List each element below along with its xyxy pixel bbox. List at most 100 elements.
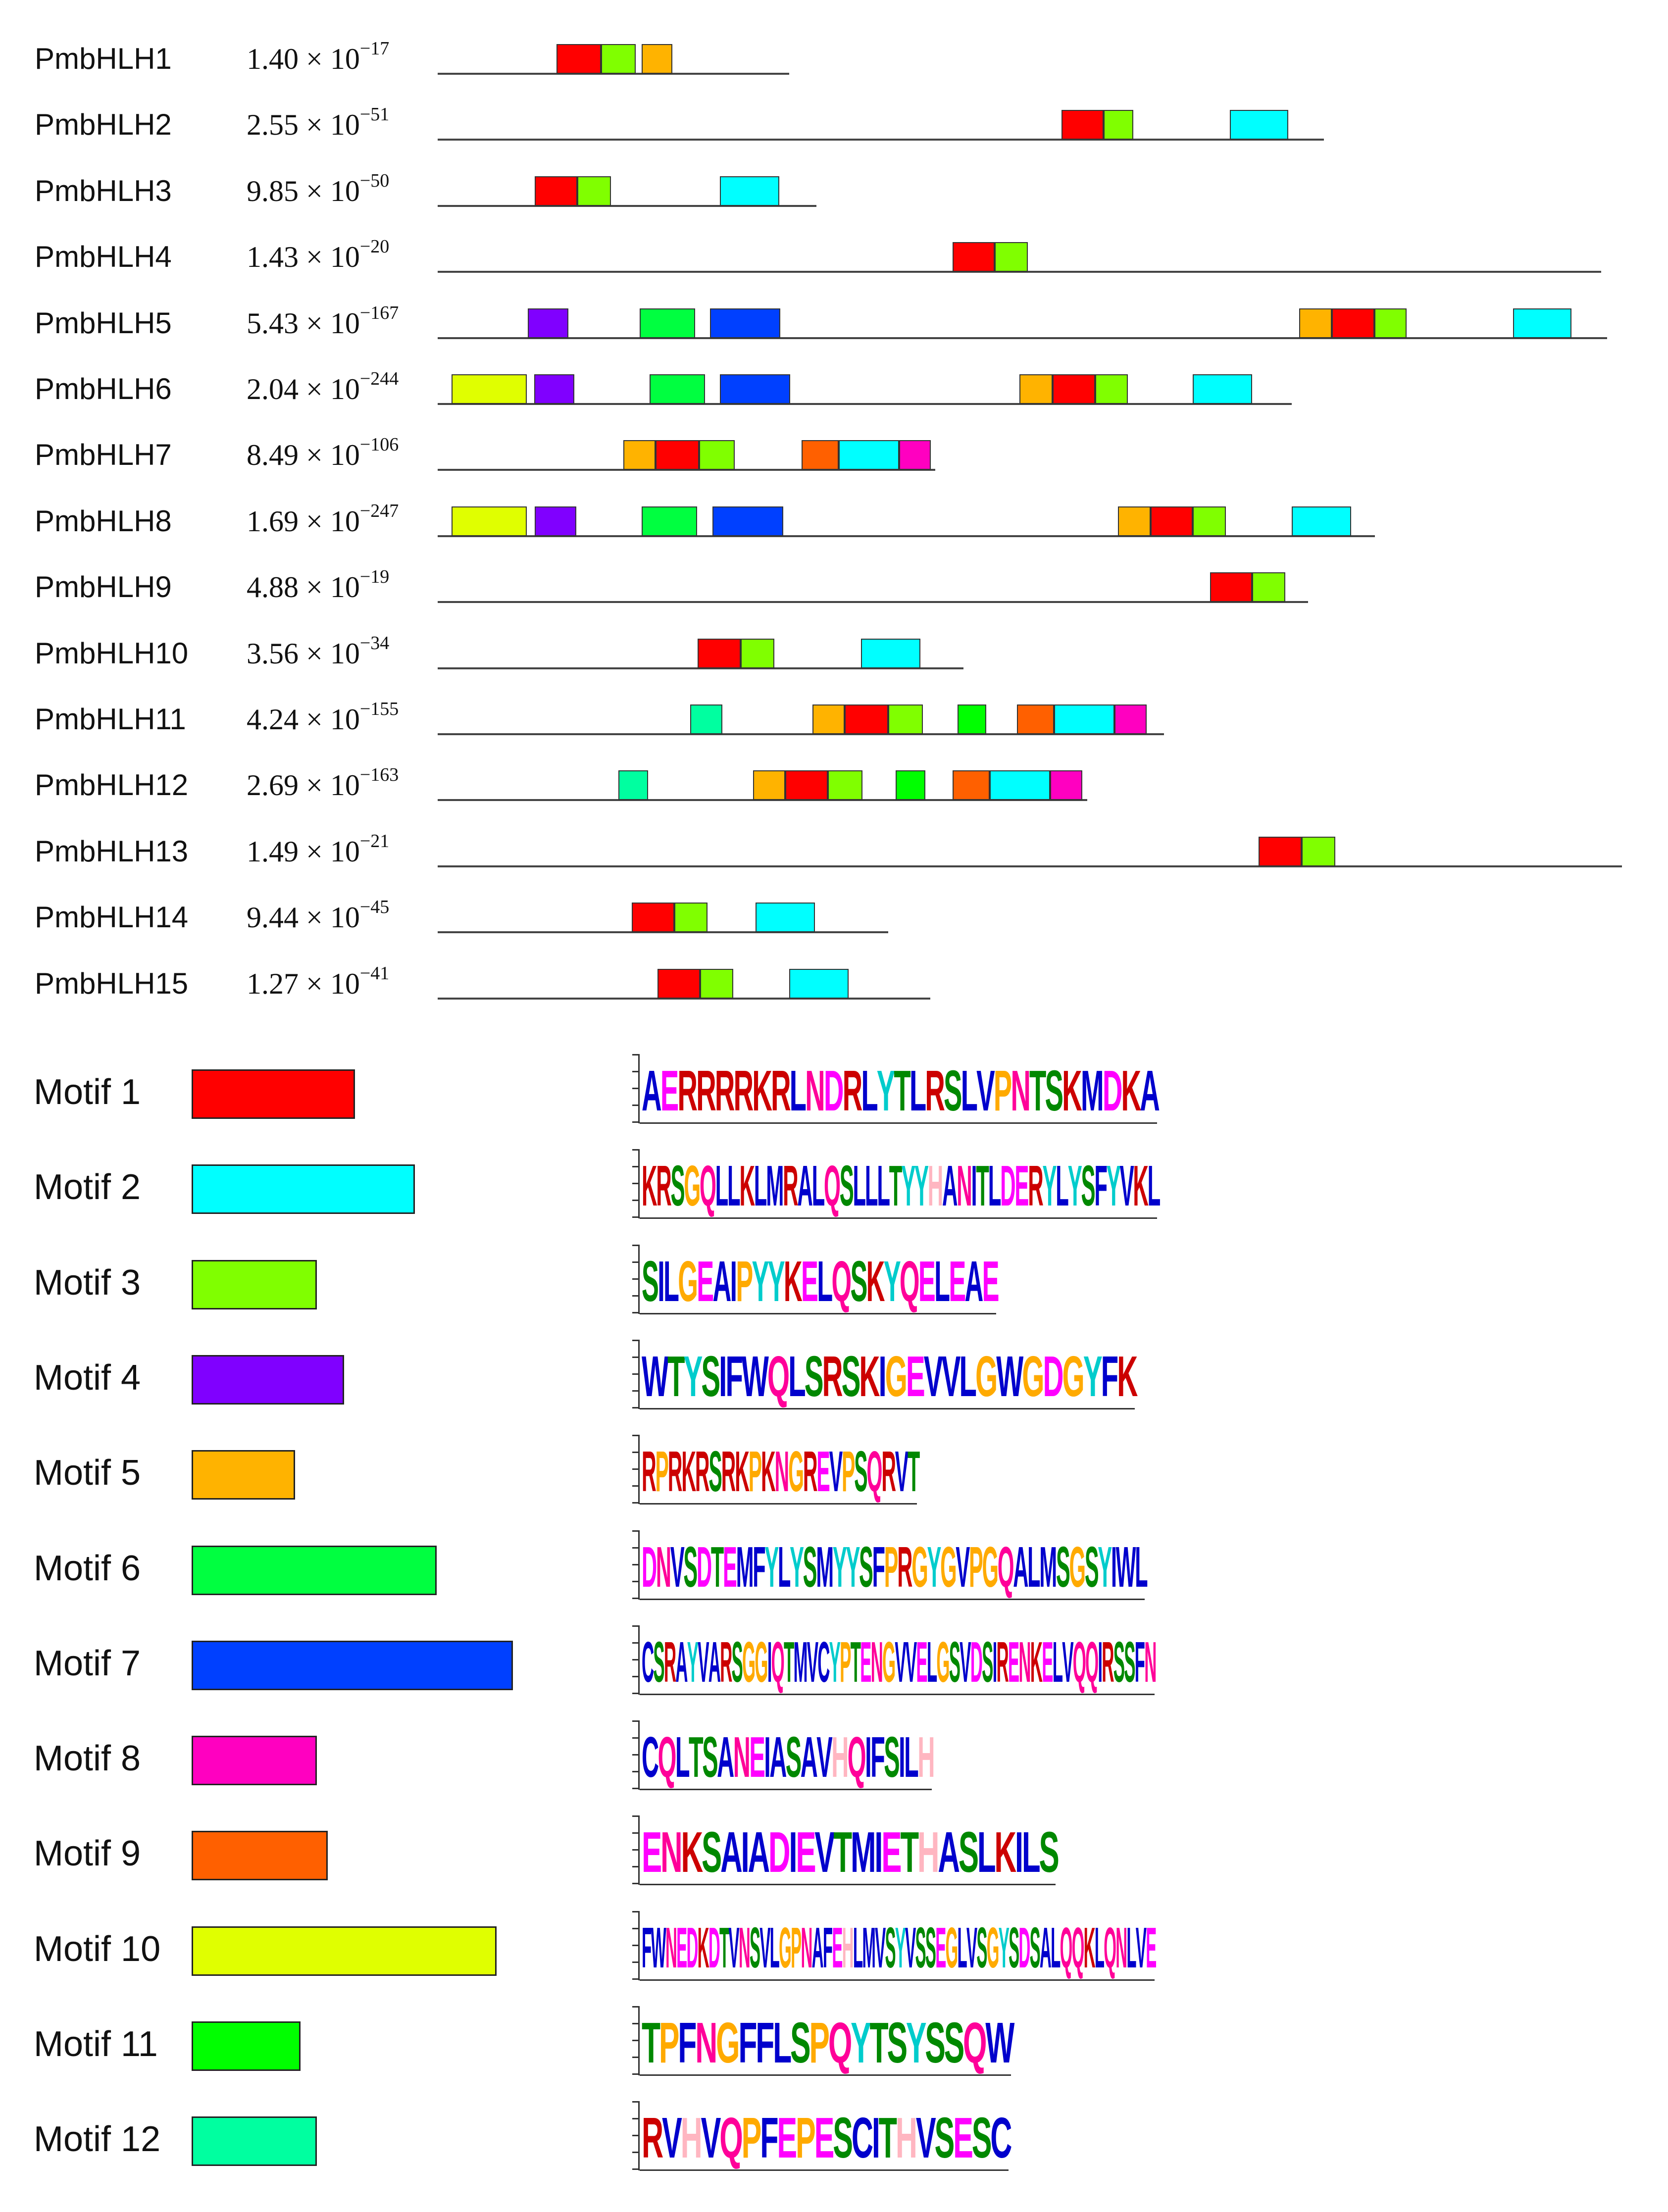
logo-y-axis (625, 1910, 640, 1980)
logo-residue: I (874, 1820, 883, 1885)
motif-7-box (712, 506, 783, 536)
gene-backbone-line (438, 931, 888, 934)
logo-y-axis (625, 1149, 640, 1219)
logo-residue: N (665, 1915, 677, 1980)
logo-residue: R (842, 1058, 863, 1123)
logo-residue: S (642, 1249, 659, 1313)
logo-axis-tick (632, 1530, 638, 1532)
logo-residue: R (720, 1629, 732, 1694)
logo-residue: S (1124, 1629, 1135, 1694)
motif-sequence-logo: AERRRRKRLNDRLYTLRSLVPNTSKMDKA (625, 1054, 1162, 1138)
gene-row: PmbHLH9 4.88 × 10−19 (0, 556, 1668, 610)
evalue-times-ten: × 10 (299, 571, 360, 604)
logo-residue: D (1018, 1915, 1030, 1980)
motif-key-label: Motif 8 (34, 1739, 141, 1779)
logo-axis-tick (632, 1754, 638, 1756)
logo-axis-tick (632, 1452, 638, 1454)
logo-axis-tick (632, 1547, 638, 1549)
logo-y-axis (625, 1054, 640, 1123)
motif-6-box (640, 308, 695, 338)
gene-row: PmbHLH1 1.40 × 10−17 (0, 28, 1668, 82)
logo-letters: FWNEDKDTVNSVLGPNAFEHLMVSYVSSEGLVSGYSDSAL… (642, 1915, 1157, 1980)
logo-axis-tick (632, 1737, 638, 1739)
logo-residue: N (738, 1915, 751, 1980)
logo-residue: L (727, 1154, 741, 1218)
logo-residue: P (841, 1439, 855, 1504)
logo-residue: H (917, 1725, 935, 1790)
logo-residue: V (698, 1629, 709, 1694)
logo-residue: L (663, 1249, 679, 1313)
logo-residue: F (760, 2106, 778, 2170)
logo-residue: T (1029, 1058, 1046, 1123)
logo-residue: K (783, 1249, 803, 1313)
motif-2-box (720, 176, 779, 206)
motif-7-box (720, 374, 790, 404)
logo-residue: P (809, 2011, 830, 2075)
evalue-mantissa: 1.43 (247, 241, 299, 274)
gene-backbone-line (438, 799, 1087, 802)
logo-residue: D (1102, 1058, 1123, 1123)
logo-residue: R (714, 1058, 735, 1123)
logo-residue: S (804, 1344, 824, 1408)
logo-residue: Y (895, 1915, 906, 1980)
motif-2-box (839, 440, 899, 470)
logo-residue: K (1117, 1344, 1138, 1408)
logo-residue: R (667, 1439, 683, 1504)
logo-letters: CQLTSANEIASAVHQIFSILH (642, 1724, 935, 1790)
logo-residue: V (895, 1629, 906, 1694)
logo-baseline (640, 1979, 1155, 1981)
logo-residue: A (811, 1915, 824, 1980)
logo-residue: F (1094, 1154, 1108, 1218)
logo-residue: Y (883, 1249, 901, 1313)
motif-1-box (535, 176, 577, 206)
gene-evalue: 4.24 × 10−155 (247, 699, 399, 737)
evalue-exponent: −21 (359, 830, 390, 852)
gene-evalue: 2.04 × 10−244 (247, 368, 399, 406)
logo-residue: A (712, 1249, 731, 1313)
logo-residue: I (899, 1725, 906, 1790)
logo-residue: S (785, 1725, 802, 1790)
motif-key-label: Motif 10 (34, 1929, 161, 1969)
gene-row: PmbHLH6 2.04 × 10−244 (0, 358, 1668, 412)
logo-residue: Y (846, 1534, 860, 1599)
logo-residue: G (936, 1629, 950, 1694)
logo-residue: A (769, 1725, 787, 1790)
motif-key-row: Motif 4 WTYSIFWQLSRSKIGEVVLGWGDGYFK (0, 1333, 1668, 1427)
logo-residue: K (681, 1439, 696, 1504)
logo-axis-tick (632, 1054, 638, 1056)
logo-residue: H (680, 2106, 703, 2170)
logo-residue: Y (1067, 1154, 1082, 1218)
motif-6-box (650, 374, 705, 404)
logo-axis-tick (632, 1390, 638, 1392)
logo-axis-tick (632, 1944, 638, 1946)
logo-residue: I (719, 1344, 727, 1408)
logo-residue: L (877, 1154, 890, 1218)
motif-12-box (690, 704, 722, 734)
logo-residue: R (803, 1439, 818, 1504)
logo-residue: N (1115, 1915, 1127, 1980)
logo-residue: E (660, 1058, 679, 1123)
logo-axis-tick (632, 1071, 638, 1072)
logo-residue: E (916, 1629, 927, 1694)
gene-backbone-line (438, 204, 816, 207)
logo-residue: Q (1072, 1629, 1086, 1694)
logo-axis-tick (632, 1295, 638, 1297)
evalue-times-ten: × 10 (299, 439, 360, 472)
motif-9-swatch (192, 1831, 328, 1881)
logo-residue: V (701, 2106, 721, 2170)
evalue-mantissa: 5.43 (247, 306, 299, 340)
gene-name: PmbHLH3 (35, 174, 172, 207)
logo-residue: K (697, 1915, 709, 1980)
logo-residue: M (766, 1154, 784, 1218)
motif-4-swatch (192, 1355, 344, 1405)
gene-backbone-line (438, 271, 1601, 273)
gene-name: PmbHLH15 (35, 966, 189, 1000)
logo-residue: Y (1083, 1344, 1103, 1408)
motif-4-box (534, 374, 574, 404)
logo-residue: Y (832, 1534, 847, 1599)
logo-residue: L (1147, 1154, 1161, 1218)
motif-key-label: Motif 12 (34, 2119, 161, 2160)
gene-evalue: 2.69 × 10−163 (247, 764, 399, 803)
logo-residue: M (1039, 1534, 1057, 1599)
logo-residue: C (642, 1725, 659, 1790)
